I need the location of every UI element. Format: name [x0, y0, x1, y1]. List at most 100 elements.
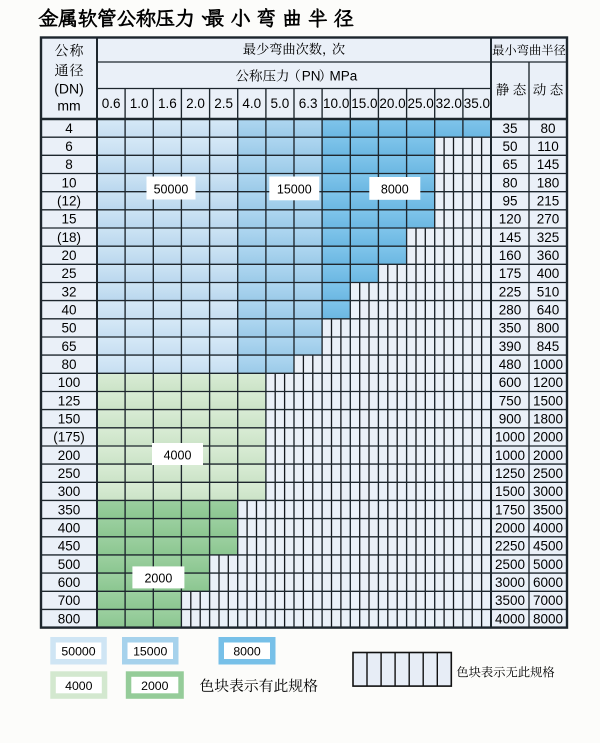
- svg-text:2000: 2000: [533, 448, 563, 463]
- svg-text:3500: 3500: [495, 593, 525, 608]
- svg-text:125: 125: [58, 393, 81, 408]
- svg-text:15.0: 15.0: [351, 96, 377, 111]
- svg-text:3000: 3000: [533, 484, 563, 499]
- svg-text:32.0: 32.0: [436, 96, 462, 111]
- svg-text:360: 360: [537, 248, 560, 263]
- svg-text:2000: 2000: [144, 572, 172, 586]
- svg-text:300: 300: [58, 484, 81, 499]
- svg-text:MPa: MPa: [330, 69, 358, 84]
- svg-text:800: 800: [58, 611, 81, 626]
- svg-text:20.0: 20.0: [379, 96, 405, 111]
- svg-text:50000: 50000: [154, 182, 189, 196]
- svg-text:1000: 1000: [495, 430, 525, 445]
- svg-text:3000: 3000: [495, 575, 525, 590]
- svg-text:50: 50: [502, 139, 517, 154]
- svg-text:1500: 1500: [495, 484, 525, 499]
- svg-text:1.6: 1.6: [158, 96, 177, 111]
- svg-text:1.0: 1.0: [130, 96, 149, 111]
- svg-text:1800: 1800: [533, 412, 563, 427]
- svg-text:0.6: 0.6: [102, 96, 121, 111]
- svg-text:600: 600: [499, 375, 522, 390]
- svg-text:1500: 1500: [533, 393, 563, 408]
- svg-text:390: 390: [499, 339, 522, 354]
- svg-text:80: 80: [502, 175, 517, 190]
- svg-text:180: 180: [537, 175, 560, 190]
- svg-text:325: 325: [537, 230, 560, 245]
- svg-text:350: 350: [499, 321, 522, 336]
- svg-text:270: 270: [537, 212, 560, 227]
- svg-text:2500: 2500: [533, 466, 563, 481]
- svg-text:4000: 4000: [65, 679, 93, 693]
- svg-text:4.0: 4.0: [242, 96, 261, 111]
- svg-text:1200: 1200: [533, 375, 563, 390]
- svg-text:600: 600: [58, 575, 81, 590]
- svg-text:20: 20: [61, 248, 76, 263]
- svg-text:200: 200: [58, 448, 81, 463]
- svg-text:700: 700: [58, 593, 81, 608]
- svg-text:50: 50: [61, 321, 76, 336]
- svg-text:3500: 3500: [533, 502, 563, 517]
- svg-text:100: 100: [58, 375, 81, 390]
- svg-text:PN: PN: [302, 69, 321, 84]
- svg-text:225: 225: [499, 284, 522, 299]
- svg-text:25.0: 25.0: [407, 96, 433, 111]
- svg-text:640: 640: [537, 303, 560, 318]
- svg-text:4500: 4500: [533, 539, 563, 554]
- svg-text:95: 95: [502, 194, 517, 209]
- svg-text:65: 65: [61, 339, 76, 354]
- svg-text:32: 32: [61, 284, 76, 299]
- svg-text:50000: 50000: [61, 645, 95, 659]
- svg-text:35.0: 35.0: [464, 96, 490, 111]
- svg-text:2.5: 2.5: [214, 96, 233, 111]
- svg-text:400: 400: [58, 521, 81, 536]
- svg-text:150: 150: [58, 412, 81, 427]
- svg-text:450: 450: [58, 539, 81, 554]
- svg-text:4000: 4000: [533, 521, 563, 536]
- svg-text:2000: 2000: [533, 430, 563, 445]
- svg-text:800: 800: [537, 321, 560, 336]
- svg-text:35: 35: [502, 121, 517, 136]
- svg-text:5.0: 5.0: [271, 96, 290, 111]
- svg-text:10: 10: [61, 175, 76, 190]
- svg-text:8000: 8000: [233, 645, 261, 659]
- svg-text:280: 280: [499, 303, 522, 318]
- svg-text:40: 40: [61, 303, 76, 318]
- svg-text:mm: mm: [57, 98, 80, 114]
- svg-text:510: 510: [537, 284, 560, 299]
- svg-text:(DN): (DN): [54, 81, 84, 97]
- svg-text:1000: 1000: [533, 357, 563, 372]
- svg-text:1000: 1000: [495, 448, 525, 463]
- svg-text:845: 845: [537, 339, 560, 354]
- svg-text:(175): (175): [53, 430, 85, 445]
- svg-text:15000: 15000: [277, 183, 312, 197]
- svg-text:6000: 6000: [533, 575, 563, 590]
- svg-text:2.0: 2.0: [186, 96, 205, 111]
- svg-text:8: 8: [65, 157, 73, 172]
- svg-text:120: 120: [499, 212, 522, 227]
- svg-text:6: 6: [65, 139, 73, 154]
- svg-text:25: 25: [61, 266, 76, 281]
- svg-text:2000: 2000: [141, 679, 169, 693]
- svg-text:4000: 4000: [164, 448, 192, 462]
- svg-text:145: 145: [537, 157, 560, 172]
- svg-text:(18): (18): [57, 230, 81, 245]
- svg-text:350: 350: [58, 502, 81, 517]
- svg-text:2500: 2500: [495, 557, 525, 572]
- svg-text:80: 80: [540, 121, 555, 136]
- svg-text:8000: 8000: [533, 611, 563, 626]
- svg-text:400: 400: [537, 266, 560, 281]
- svg-text:1750: 1750: [495, 502, 525, 517]
- svg-text:5000: 5000: [533, 557, 563, 572]
- svg-text:2000: 2000: [495, 521, 525, 536]
- svg-text:6.3: 6.3: [299, 96, 318, 111]
- svg-text:145: 145: [499, 230, 522, 245]
- svg-text:1250: 1250: [495, 466, 525, 481]
- svg-text:110: 110: [537, 139, 559, 154]
- svg-text:4: 4: [65, 121, 73, 136]
- svg-text:480: 480: [499, 357, 522, 372]
- svg-text:175: 175: [499, 266, 522, 281]
- svg-text:750: 750: [499, 393, 522, 408]
- svg-text:65: 65: [502, 157, 517, 172]
- svg-text:250: 250: [58, 466, 81, 481]
- svg-text:900: 900: [499, 412, 522, 427]
